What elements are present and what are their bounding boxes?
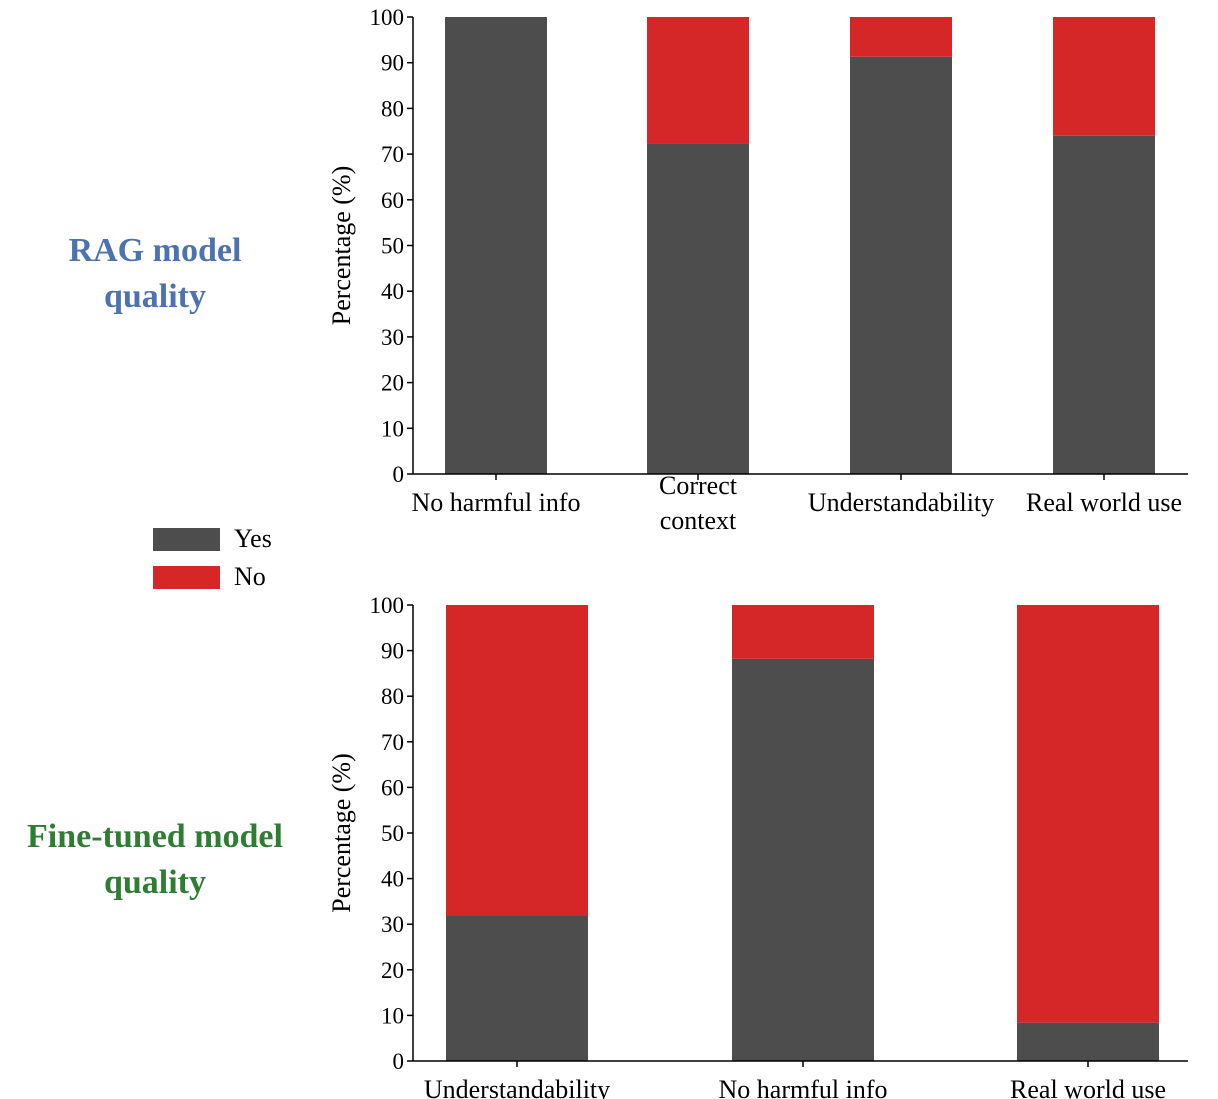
bar-0-3-no [1053, 17, 1155, 136]
finetuned-title-line1: Fine-tuned model [27, 818, 283, 855]
rag-panel-title: RAG model quality [0, 228, 310, 320]
legend-item-yes: Yes [153, 520, 272, 558]
y-tick-label-1-50: 50 [381, 821, 404, 846]
y-tick-label-1-60: 60 [381, 775, 404, 800]
bar-0-2-no [850, 17, 952, 57]
y-axis-label-1: Percentage (%) [327, 753, 356, 913]
y-tick-label-1-100: 100 [370, 593, 405, 618]
y-tick-label-0-50: 50 [381, 234, 404, 259]
bar-0-1-yes [647, 143, 749, 474]
x-tick-label-0-1-1: context [660, 506, 737, 535]
bar-1-1-no [732, 605, 874, 659]
y-tick-label-1-20: 20 [381, 958, 404, 983]
y-tick-label-1-30: 30 [381, 912, 404, 937]
x-tick-label-0-0-0: No harmful info [412, 488, 581, 517]
y-tick-label-0-10: 10 [381, 416, 404, 441]
y-tick-label-1-90: 90 [381, 639, 404, 664]
legend: Yes No [153, 520, 272, 596]
bar-1-2-no [1017, 605, 1159, 1023]
x-tick-label-1-2-0: Real world use [1010, 1075, 1166, 1099]
bar-0-2-yes [850, 56, 952, 474]
legend-swatch-no [153, 565, 220, 589]
y-tick-label-1-70: 70 [381, 730, 404, 755]
y-tick-label-1-10: 10 [381, 1003, 404, 1028]
finetuned-panel-title: Fine-tuned model quality [0, 814, 310, 906]
x-tick-label-0-2-0: Understandability [808, 488, 994, 517]
x-tick-label-0-3-0: Real world use [1026, 488, 1182, 517]
x-tick-label-1-1-0: No harmful info [719, 1075, 888, 1099]
legend-swatch-yes [153, 527, 220, 551]
y-tick-label-1-0: 0 [393, 1049, 405, 1074]
y-axis-label-0: Percentage (%) [327, 166, 356, 326]
y-tick-label-0-70: 70 [381, 142, 404, 167]
bar-1-1-yes [732, 658, 874, 1061]
finetuned-title-line2: quality [103, 864, 207, 901]
legend-label-yes: Yes [234, 524, 272, 553]
y-tick-label-1-80: 80 [381, 684, 404, 709]
rag-title-line2: quality [103, 278, 207, 315]
y-tick-label-1-40: 40 [381, 867, 404, 892]
y-tick-label-0-60: 60 [381, 188, 404, 213]
legend-label-no: No [234, 562, 266, 591]
y-tick-label-0-80: 80 [381, 96, 404, 121]
bar-0-0-yes [445, 17, 547, 474]
rag-title-line1: RAG model [68, 232, 242, 269]
y-tick-label-0-40: 40 [381, 279, 404, 304]
y-tick-label-0-90: 90 [381, 51, 404, 76]
legend-item-no: No [153, 558, 272, 596]
x-tick-label-0-1-0: Correct [659, 471, 738, 500]
y-tick-label-0-0: 0 [393, 462, 405, 487]
x-tick-label-1-0-0: Understandability [424, 1075, 610, 1099]
bar-1-0-no [446, 605, 588, 916]
bar-1-2-yes [1017, 1022, 1159, 1061]
bar-1-0-yes [446, 915, 588, 1061]
bar-0-3-yes [1053, 135, 1155, 474]
bar-0-1-no [647, 17, 749, 144]
y-tick-label-0-100: 100 [370, 5, 405, 30]
y-tick-label-0-30: 30 [381, 325, 404, 350]
y-tick-label-0-20: 20 [381, 371, 404, 396]
